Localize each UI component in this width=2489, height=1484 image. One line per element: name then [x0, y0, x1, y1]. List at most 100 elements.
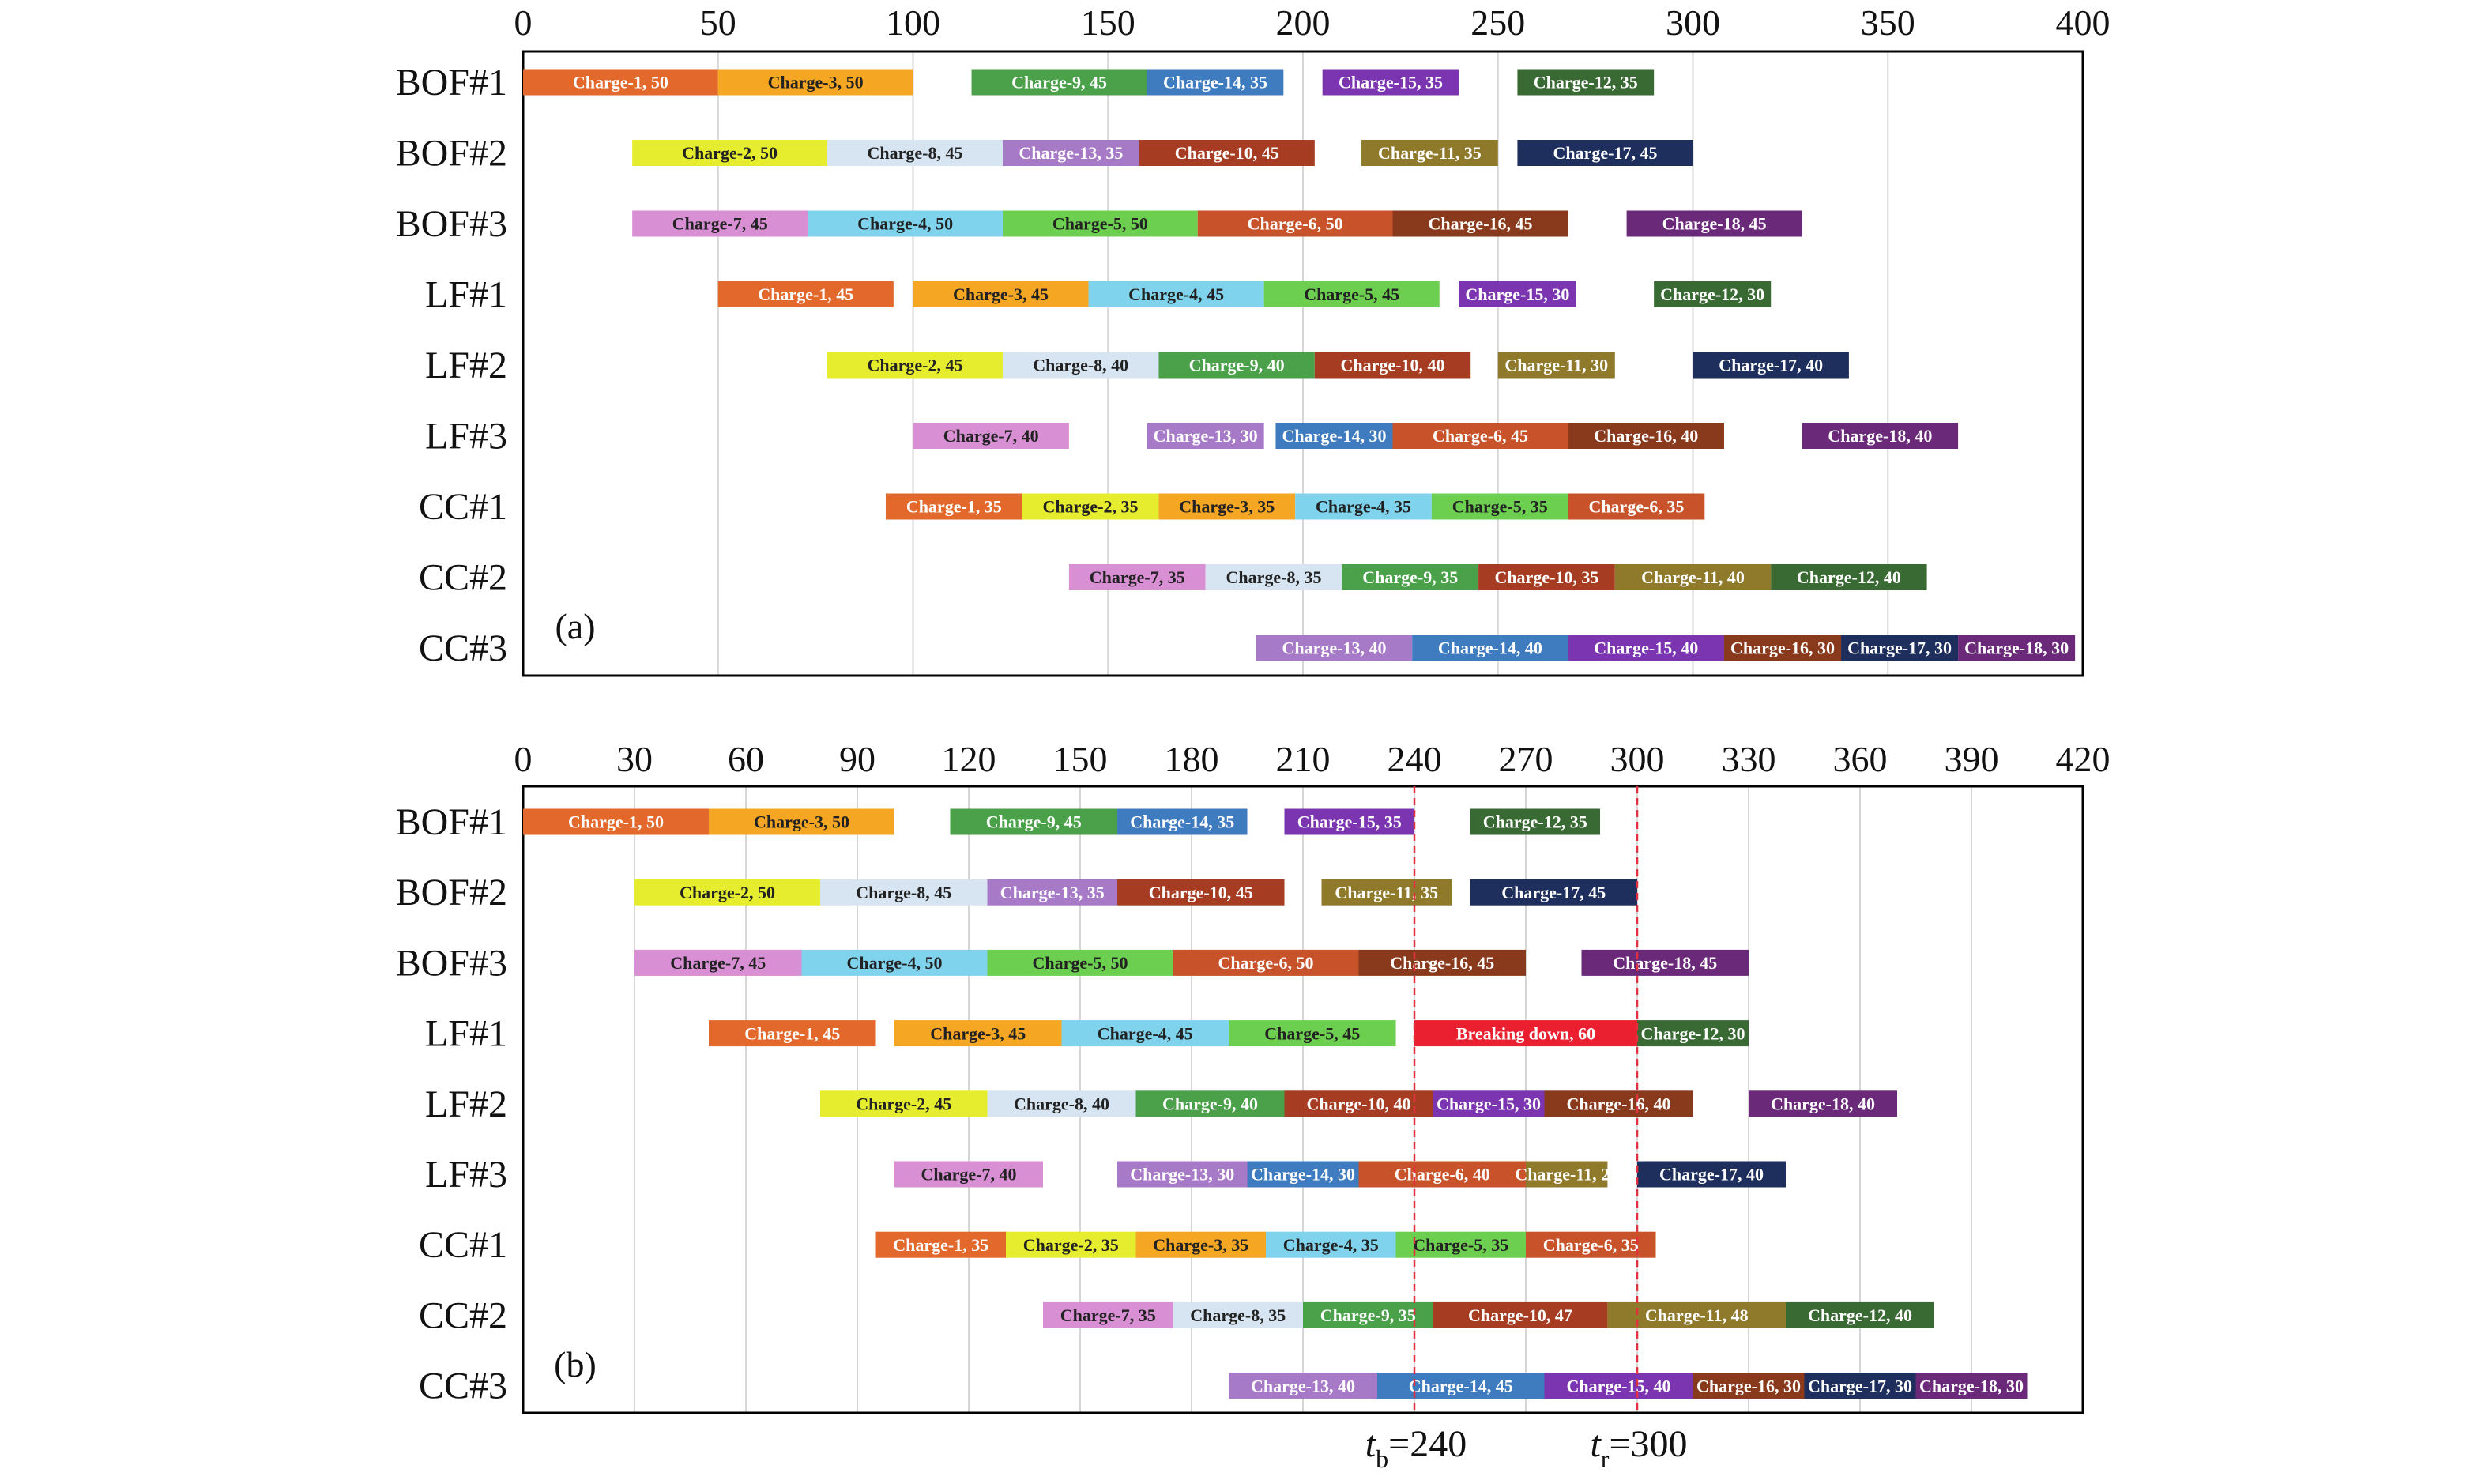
- task-bar-label: Charge-3, 50: [768, 73, 864, 92]
- row-label: BOF#1: [396, 62, 507, 104]
- marker-sub: b: [1376, 1444, 1388, 1473]
- task-bar-rect: [1459, 281, 1576, 307]
- task-bar-rect: [1517, 69, 1655, 96]
- task-bar-rect: [1568, 635, 1724, 661]
- marker-label: tb=240: [1365, 1423, 1467, 1473]
- task-bar-rect: [1229, 1373, 1377, 1399]
- task-bar-rect: [1266, 1231, 1396, 1258]
- panel-label: (a): [555, 606, 595, 646]
- task-bar-label: Charge-10, 40: [1341, 356, 1445, 375]
- task-bar-rect: [1544, 1090, 1693, 1117]
- task-bar-label: Charge-1, 45: [758, 284, 853, 304]
- task-bar-label: Charge-13, 30: [1130, 1165, 1234, 1185]
- task-bar-label: Charge-13, 30: [1154, 426, 1258, 446]
- task-bar: Charge-11, 48: [1607, 1301, 1786, 1328]
- task-bar-rect: [709, 808, 894, 835]
- task-bar-rect: [894, 1020, 1062, 1047]
- task-bar: Charge-10, 35: [1478, 564, 1615, 590]
- task-bar-rect: [632, 140, 827, 166]
- task-bar: Charge-14, 40: [1412, 635, 1568, 661]
- task-bar-rect: [913, 423, 1069, 449]
- row-label: LF#2: [425, 1083, 507, 1125]
- task-bar: Charge-6, 50: [1197, 210, 1393, 237]
- task-bar-label: Charge-8, 45: [867, 143, 962, 163]
- task-bar-label: Charge-16, 30: [1696, 1376, 1801, 1395]
- task-bar-label: Charge-12, 40: [1797, 567, 1901, 587]
- task-bar-label: Charge-1, 50: [573, 73, 668, 92]
- row-label: CC#3: [419, 1365, 507, 1407]
- task-bar: Charge-12, 35: [1517, 69, 1655, 96]
- task-bar-label: Charge-16, 45: [1429, 214, 1533, 234]
- task-bar: Charge-8, 45: [820, 879, 988, 906]
- task-bar-rect: [1568, 493, 1705, 520]
- task-bar-rect: [1275, 423, 1393, 449]
- task-bar-label: Charge-2, 35: [1043, 497, 1139, 517]
- task-bar-rect: [827, 140, 1004, 166]
- task-bar-label: Charge-5, 50: [1033, 953, 1128, 973]
- task-bar: Charge-12, 40: [1786, 1301, 1934, 1328]
- task-bar: Charge-7, 35: [1043, 1301, 1173, 1328]
- task-bar: Charge-4, 45: [1088, 281, 1264, 307]
- task-bar: Charge-3, 35: [1158, 493, 1296, 520]
- task-bar: Charge-14, 30: [1247, 1161, 1359, 1188]
- task-bar: Charge-1, 45: [717, 281, 894, 307]
- task-bar-rect: [1284, 1090, 1433, 1117]
- task-bar-rect: [1637, 1161, 1786, 1188]
- task-bar: Charge-2, 45: [820, 1090, 988, 1117]
- task-bar-label: Charge-4, 50: [857, 214, 953, 234]
- task-bar: Charge-12, 30: [1654, 281, 1772, 307]
- task-bar: Charge-17, 45: [1470, 879, 1637, 906]
- task-bar-label: Charge-11, 30: [1504, 356, 1608, 375]
- task-bar-rect: [1229, 1020, 1396, 1047]
- task-bar-rect: [885, 493, 1022, 520]
- task-bar-label: Charge-6, 45: [1433, 426, 1528, 446]
- task-bar-rect: [1841, 635, 1959, 661]
- task-bar: Charge-5, 45: [1263, 281, 1440, 307]
- x-tick-label: 250: [1470, 2, 1525, 43]
- task-bar-label: Charge-5, 35: [1413, 1235, 1508, 1255]
- task-bar: Charge-15, 40: [1544, 1373, 1693, 1399]
- task-bar: Charge-15, 30: [1433, 1090, 1545, 1117]
- x-tick-label: 0: [514, 739, 533, 779]
- task-bar-rect: [1431, 493, 1568, 520]
- row-label: BOF#1: [396, 801, 507, 843]
- task-bar-label: Charge-16, 30: [1730, 638, 1835, 658]
- x-tick-label: 50: [700, 2, 736, 43]
- x-tick-label: 270: [1499, 739, 1553, 779]
- task-bar-label: Charge-14, 35: [1163, 73, 1267, 92]
- task-bar-rect: [1061, 1020, 1229, 1047]
- marker-value: =240: [1388, 1423, 1467, 1465]
- task-bar-rect: [1654, 281, 1772, 307]
- x-tick-label: 360: [1833, 739, 1888, 779]
- task-bar-label: Charge-11, 35: [1378, 143, 1482, 163]
- task-bar-label: Charge-1, 35: [906, 497, 1002, 517]
- x-tick-label: 350: [1861, 2, 1915, 43]
- task-bar-label: Charge-11, 22: [1515, 1165, 1618, 1185]
- task-bar-label: Charge-7, 45: [670, 953, 766, 973]
- row-label: LF#3: [425, 1154, 507, 1196]
- task-bar-label: Charge-6, 50: [1218, 953, 1314, 973]
- plot-frame: [522, 785, 2084, 1414]
- task-bar-rect: [1749, 1090, 1897, 1117]
- task-bar-rect: [1147, 423, 1264, 449]
- task-bar: Charge-11, 35: [1321, 879, 1452, 906]
- task-bar-label: Charge-7, 35: [1060, 1305, 1156, 1325]
- task-bar: Charge-18, 40: [1749, 1090, 1897, 1117]
- task-bar-rect: [1614, 564, 1772, 590]
- task-bar: Charge-17, 40: [1693, 352, 1849, 379]
- task-bar: Charge-16, 40: [1544, 1090, 1693, 1117]
- task-bar-rect: [1303, 1301, 1433, 1328]
- task-bar-rect: [1802, 423, 1959, 449]
- marker-value: =300: [1609, 1423, 1687, 1465]
- task-bar-label: Charge-4, 45: [1098, 1023, 1193, 1043]
- task-bar-label: Charge-2, 45: [867, 356, 962, 375]
- task-bar: Charge-16, 30: [1693, 1373, 1805, 1399]
- task-bar-label: Charge-5, 45: [1264, 1023, 1360, 1043]
- task-bar-rect: [1517, 140, 1693, 166]
- task-bar-label: Charge-16, 45: [1390, 953, 1494, 973]
- task-bar: Charge-8, 35: [1205, 564, 1342, 590]
- row-label: BOF#3: [396, 942, 507, 984]
- x-tick-label: 240: [1388, 739, 1442, 779]
- task-bar-label: Charge-3, 35: [1153, 1235, 1248, 1255]
